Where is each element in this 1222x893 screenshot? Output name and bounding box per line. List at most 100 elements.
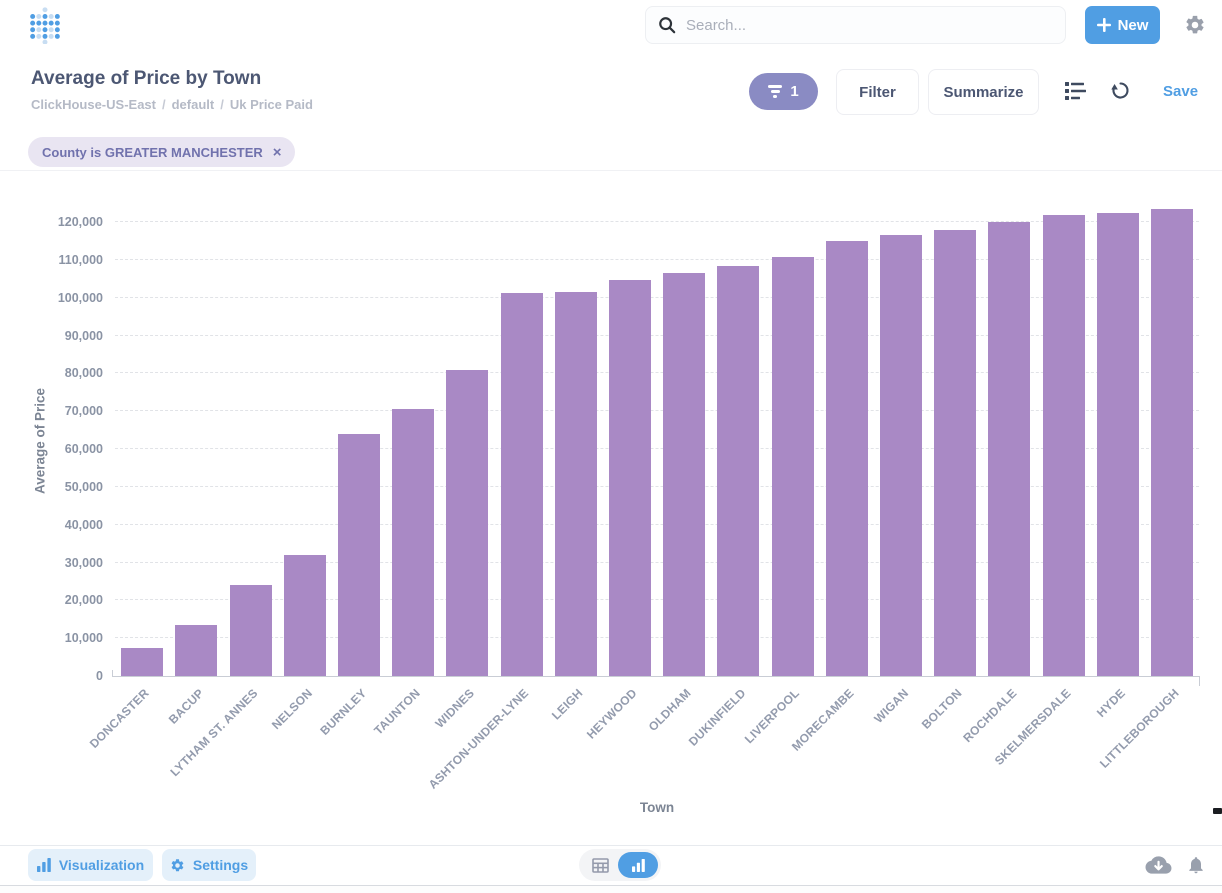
bar-slot: LIVERPOOL xyxy=(742,205,819,746)
gridline xyxy=(115,637,1199,639)
bar[interactable] xyxy=(663,272,706,676)
y-ticks: 0 10,000 20,000 30,000 40,000 50,000 60,000 70,… xyxy=(20,205,104,683)
gridline xyxy=(115,561,1199,563)
bars: DONCASTER BACUP LYTHAM ST. ANNES NELSON BURN… xyxy=(87,205,1199,792)
bar-slot: NELSON xyxy=(269,205,332,732)
gridline xyxy=(115,334,1199,336)
bar[interactable] xyxy=(175,624,218,676)
bar-slot: ROCHDALE xyxy=(960,205,1036,745)
x-axis-category-label: OLDHAM xyxy=(646,686,695,734)
filter-count-pill[interactable]: 1 xyxy=(749,73,818,110)
bar-slot: WIGAN xyxy=(871,205,928,726)
x-axis-category-label: LEIGH xyxy=(549,686,586,723)
alerts-button[interactable] xyxy=(1186,853,1206,877)
bar[interactable] xyxy=(121,648,164,676)
bar[interactable] xyxy=(283,554,326,676)
plus-icon xyxy=(1096,18,1111,32)
bar[interactable] xyxy=(337,433,380,676)
gridline xyxy=(115,296,1199,298)
notebook-editor-button[interactable] xyxy=(1064,81,1086,102)
x-axis-category-label: BURNLEY xyxy=(316,686,369,738)
breadcrumb-schema[interactable]: default xyxy=(171,97,215,112)
x-axis-category-label: BOLTON xyxy=(919,686,966,732)
bottom-cutoff-strip xyxy=(0,885,1222,893)
page-title: Average of Price by Town xyxy=(31,68,262,89)
bar[interactable] xyxy=(446,369,489,676)
bar-slot: SKELMERSDALE xyxy=(992,205,1090,768)
x-axis-title: Town xyxy=(639,800,675,815)
download-button[interactable] xyxy=(1144,854,1172,876)
bar[interactable] xyxy=(1096,212,1139,676)
breadcrumb: ClickHouse-US-East / default / Uk Price Paid xyxy=(31,97,313,112)
new-button-label: New xyxy=(1117,16,1149,34)
gridline xyxy=(115,410,1199,412)
search-bar[interactable] xyxy=(645,6,1066,44)
bar[interactable] xyxy=(608,279,651,676)
bar[interactable] xyxy=(500,292,543,676)
bell-icon xyxy=(1189,857,1203,874)
settings-button-label: Settings xyxy=(192,857,249,873)
header-divider xyxy=(0,170,1222,171)
gear-icon[interactable] xyxy=(1184,14,1206,36)
gridline xyxy=(115,448,1199,450)
bar-slot: TAUNTON xyxy=(371,205,440,738)
y-tick-label: 60,000 xyxy=(64,442,103,457)
search-input[interactable] xyxy=(686,16,1053,34)
y-tick-label: 70,000 xyxy=(64,404,103,419)
bar[interactable] xyxy=(879,234,922,676)
new-button[interactable]: New xyxy=(1085,6,1160,44)
y-tick-label: 100,000 xyxy=(57,290,103,305)
x-axis-category-label: WIGAN xyxy=(871,686,911,726)
x-axis-line xyxy=(112,676,1200,677)
y-tick-label: 110,000 xyxy=(58,252,104,267)
x-axis-category-label: HEYWOOD xyxy=(584,686,640,742)
x-axis-category-label: WIDNES xyxy=(432,686,478,731)
breadcrumb-table[interactable]: Uk Price Paid xyxy=(229,97,313,112)
filter-button[interactable]: Filter xyxy=(836,69,919,115)
bar[interactable] xyxy=(1150,208,1193,676)
plot-area: DONCASTER BACUP LYTHAM ST. ANNES NELSON BURN… xyxy=(87,205,1199,792)
y-tick-label: 50,000 xyxy=(64,479,103,494)
bar[interactable] xyxy=(229,584,272,676)
bar-slot: HYDE xyxy=(1091,205,1145,720)
visualization-button[interactable]: Visualization xyxy=(28,849,153,881)
y-tick-label: 30,000 xyxy=(64,555,103,570)
x-axis-category-label: ROCHDALE xyxy=(960,686,1020,746)
filter-chip-label: County is GREATER MANCHESTER xyxy=(42,144,263,160)
x-axis-category-label: DONCASTER xyxy=(87,686,153,751)
y-tick-label: 0 xyxy=(96,669,103,683)
table-chart-toggle[interactable] xyxy=(579,849,661,881)
scroll-nub[interactable] xyxy=(1213,808,1222,814)
filter-chip[interactable]: County is GREATER MANCHESTER × xyxy=(28,137,295,167)
table-icon xyxy=(592,857,609,873)
summarize-button[interactable]: Summarize xyxy=(928,69,1039,115)
search-icon xyxy=(659,17,676,34)
x-axis-tick-left xyxy=(112,670,113,676)
save-button[interactable]: Save xyxy=(1163,83,1199,100)
settings-button[interactable]: Settings xyxy=(162,849,256,881)
metabase-logo[interactable] xyxy=(28,6,62,45)
bar[interactable] xyxy=(717,266,760,676)
bar[interactable] xyxy=(825,241,868,676)
bar[interactable] xyxy=(934,229,977,676)
x-axis-category-label: BACUP xyxy=(165,686,207,727)
bar-slot: LYTHAM ST. ANNES xyxy=(167,205,277,779)
bar[interactable] xyxy=(554,291,597,676)
bar[interactable] xyxy=(1042,214,1085,676)
bar[interactable] xyxy=(988,221,1031,676)
breadcrumb-database[interactable]: ClickHouse-US-East xyxy=(31,97,156,112)
bar[interactable] xyxy=(392,408,435,676)
refresh-button[interactable] xyxy=(1109,80,1131,102)
bar-slot: ASHTON-UNDER-LYNE xyxy=(426,205,548,792)
table-view-toggle[interactable] xyxy=(592,857,609,873)
chart-view-toggle[interactable] xyxy=(618,852,658,878)
bar-slot: LITTLEBOROUGH xyxy=(1097,205,1199,771)
bar-slot: MORECAMBE xyxy=(789,205,874,754)
funnel-icon xyxy=(768,85,783,98)
bar-slot: BURNLEY xyxy=(317,205,386,738)
cloud-download-icon xyxy=(1145,856,1172,874)
bar-slot: HEYWOOD xyxy=(584,205,657,742)
bar[interactable] xyxy=(771,256,814,676)
chip-close-icon[interactable]: × xyxy=(272,143,282,161)
